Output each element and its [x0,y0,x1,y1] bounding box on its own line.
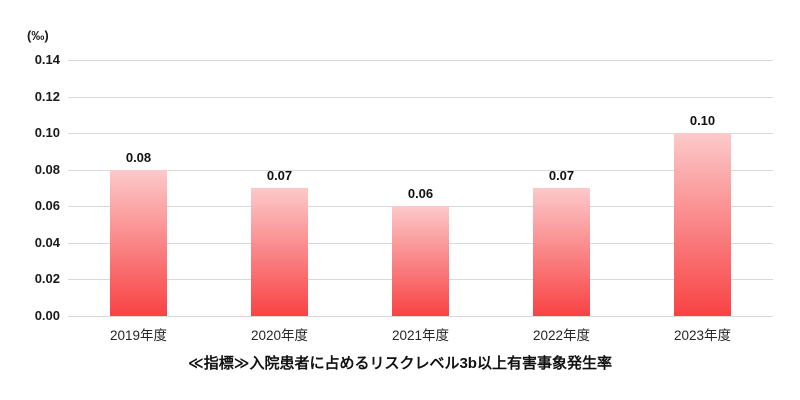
x-category-label: 2019年度 [109,328,168,343]
y-tick-label: 0.14 [34,52,60,67]
plot-area: 0.08 2019年度 0.07 2020年度 0.06 2021年度 0.07 2022年度… [68,60,773,343]
bar-value-label: 0.10 [689,113,716,129]
x-category-label: 2022年度 [532,328,591,343]
y-tick-label: 0.08 [34,161,60,177]
y-tick-label: 0.10 [34,125,60,141]
y-tick-label: 0.06 [34,198,60,214]
bar [533,188,590,316]
y-tick-label: 0.02 [34,271,60,287]
x-category-label: 2023年度 [673,328,732,343]
y-tick-label: 0.12 [34,88,60,104]
bar [110,169,167,316]
bar-value-label: 0.07 [266,168,293,183]
gridline [68,169,773,171]
bar [674,133,731,316]
bar-value-label: 0.06 [407,186,434,202]
y-tick-label: 0.04 [34,234,60,250]
x-category-label: 2020年度 [250,328,309,343]
y-tick-label: 0.00 [34,308,60,323]
bar [392,206,449,316]
bar [251,188,308,316]
gridline [68,316,773,317]
gridline [68,133,773,135]
y-axis-unit-label: (‰) [27,28,49,43]
chart-title: ≪指標≫入院患者に占めるリスクレベル3b以上有害事象発生率 [188,355,612,372]
x-category-label: 2021年度 [391,328,450,343]
gridline [68,60,773,61]
gridline [68,96,773,98]
bar-value-label: 0.08 [125,149,152,165]
bar-value-label: 0.07 [548,168,575,183]
